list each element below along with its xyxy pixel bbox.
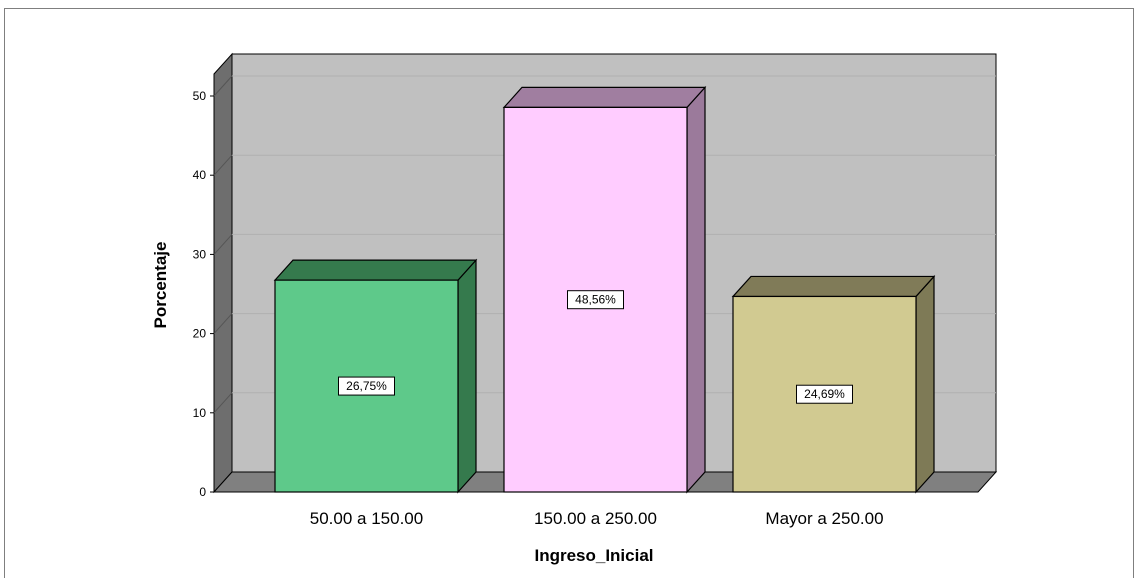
y-tick-label: 40 [193,168,207,182]
x-tick-label: 150.00 a 250.00 [534,509,657,528]
gridline-side [213,75,233,97]
data-label: 24,69% [804,387,845,401]
gridline-side [213,154,233,176]
x-tick-label: 50.00 a 150.00 [310,509,423,528]
bar-side [686,85,706,494]
y-tick-label: 10 [193,406,207,420]
bar-top [273,259,478,281]
y-tick-label: 0 [199,485,206,499]
bar-top [502,86,707,109]
bar-group: 48,56% [502,85,707,494]
y-axis-title: Porcentaje [151,242,170,329]
chart-frame [4,8,1134,578]
data-label-box [567,290,624,310]
side-wall [213,52,233,494]
bar-side [457,258,477,494]
y-tick-label: 20 [193,327,207,341]
data-label-box [796,384,853,404]
gridline-side [213,313,233,334]
data-label: 26,75% [346,379,387,393]
bars: 26,75% 48,56% 24,69% [273,85,936,494]
bar-group: 26,75% [273,258,478,494]
y-tick-label: 30 [193,247,207,261]
x-axis-title: Ingreso_Inicial [534,546,653,565]
data-label-box [338,376,395,396]
bar-side [915,274,935,494]
x-axis-labels: 50.00 a 150.00 150.00 a 250.00 Mayor a 250… [310,509,884,528]
gridline-side [213,392,233,414]
data-label: 48,56% [575,293,616,307]
y-tick-label: 50 [193,89,207,103]
x-tick-label: Mayor a 250.00 [765,509,883,528]
bar-top [731,275,936,298]
y-axis-ticks: 0 10 20 30 40 50 [193,89,214,499]
gridline-side [213,234,233,255]
bar-group: 24,69% [731,274,936,494]
